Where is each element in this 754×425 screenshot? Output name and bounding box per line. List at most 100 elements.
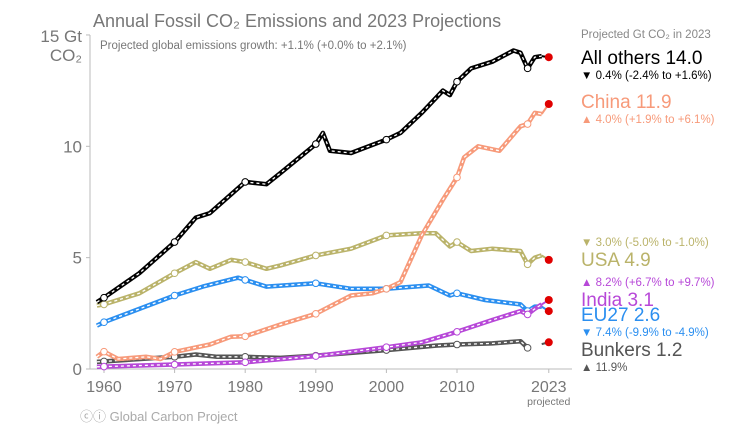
- legend-value: 11.9: [635, 92, 672, 113]
- legend-name: All others: [581, 48, 661, 69]
- decade-marker: [241, 178, 249, 186]
- legend-entry-india: India 3.1: [581, 290, 654, 312]
- decade-marker: [241, 358, 249, 367]
- triangle-down-icon: ▼: [581, 237, 593, 249]
- series-line-dash: [96, 340, 529, 363]
- decade-marker: [241, 332, 249, 341]
- projection-marker: [544, 99, 553, 108]
- decade-marker: [453, 289, 461, 298]
- credit-text: Global Carbon Project: [109, 409, 238, 424]
- decade-marker: [382, 343, 391, 351]
- x-tick-label: 2010: [439, 379, 475, 396]
- legend-name: China: [581, 92, 631, 113]
- y-axis-label-line1: 15 Gt: [40, 27, 82, 46]
- x-tick-label: 1990: [298, 379, 334, 396]
- legend-name: EU27: [581, 305, 629, 326]
- decade-marker: [170, 348, 179, 356]
- x-tick-label: 2023: [531, 379, 567, 396]
- legend-name: India: [581, 290, 623, 311]
- decade-marker: [100, 300, 108, 309]
- decade-marker: [382, 135, 391, 144]
- y-tick-label: 10: [63, 137, 82, 156]
- decade-marker: [100, 347, 108, 356]
- decade-marker: [100, 318, 108, 327]
- series-line-china: [95, 110, 543, 362]
- series-line-eu27: [95, 275, 542, 328]
- legend-value: 14.0: [665, 48, 703, 69]
- triangle-up-icon: ▲: [581, 114, 593, 126]
- legend-change-text: 7.4% (-9.9% to -4.9%): [595, 327, 709, 339]
- x-tick-label: 1960: [86, 379, 122, 396]
- chart-title: Annual Fossil CO₂ Emissions and 2023 Pro…: [93, 11, 502, 31]
- decade-marker: [382, 285, 391, 293]
- decade-marker: [312, 140, 320, 148]
- legend-name: USA: [581, 250, 620, 271]
- x-tick-label: 1970: [157, 379, 193, 396]
- legend-name: Bunkers: [581, 340, 651, 361]
- y-axis-label: 15 Gt CO₂: [20, 27, 82, 65]
- legend-entry-eu27: EU27 2.6: [581, 305, 660, 327]
- legend-entry-usa: USA 4.9: [581, 250, 651, 272]
- series-line-dash: [96, 49, 542, 303]
- legend-change: ▲ 4.0% (+1.9% to +6.1%): [581, 114, 715, 126]
- decade-marker: [312, 309, 320, 318]
- projection-marker: [544, 295, 553, 304]
- decade-marker: [312, 251, 320, 260]
- decade-marker: [100, 293, 108, 302]
- legend-change: ▼ 0.4% (-2.4% to +1.6%): [581, 70, 712, 82]
- credit: ⓒⓘ Global Carbon Project: [80, 409, 238, 424]
- triangle-up-icon: ▲: [581, 277, 593, 289]
- legend-value: 3.1: [627, 290, 654, 311]
- decade-marker: [170, 360, 179, 369]
- legend-title: Projected Gt CO₂ in 2023: [581, 29, 711, 41]
- legend-change: ▼ 7.4% (-9.9% to -4.9%): [581, 327, 709, 339]
- decade-marker: [170, 269, 179, 278]
- decade-marker: [523, 310, 532, 319]
- legend-change-text: 0.4% (-2.4% to +1.6%): [595, 70, 712, 82]
- legend-change: ▼ 3.0% (-5.0% to -1.0%): [581, 237, 709, 249]
- legend-change: ▲ 8.2% (+6.7% to +9.7%): [581, 277, 715, 289]
- triangle-up-icon: ▲: [581, 362, 593, 374]
- decade-marker: [312, 279, 320, 288]
- decade-marker: [453, 238, 461, 246]
- decade-marker: [453, 77, 461, 86]
- legend-value: 4.9: [624, 250, 651, 271]
- legend-change-text: 4.0% (+1.9% to +6.1%): [595, 114, 715, 126]
- legend-change-text: 11.9%: [595, 362, 628, 374]
- series-line-dash: [96, 232, 542, 307]
- triangle-down-icon: ▼: [581, 327, 593, 339]
- series-line-dash: [96, 112, 542, 360]
- legend-change-text: 8.2% (+6.7% to +9.7%): [595, 277, 715, 289]
- x-tick-note: projected: [527, 396, 570, 408]
- legend-value: 2.6: [633, 305, 661, 326]
- legend-entry-china: China 11.9: [581, 92, 672, 114]
- x-tick-label: 1980: [227, 379, 263, 396]
- x-tick-label: 2000: [369, 379, 405, 396]
- legend-value: 1.2: [655, 340, 683, 361]
- decade-marker: [523, 260, 532, 269]
- projection-marker: [544, 338, 553, 347]
- legend-change-text: 3.0% (-5.0% to -1.0%): [595, 237, 709, 249]
- legend-change: ▲ 11.9%: [581, 362, 627, 374]
- decade-marker: [312, 352, 320, 360]
- decade-marker: [523, 120, 532, 128]
- projection-marker: [544, 53, 553, 62]
- decade-marker: [170, 238, 179, 246]
- projection-marker: [544, 307, 553, 316]
- y-tick-label: 5: [73, 249, 82, 268]
- decade-marker: [100, 362, 108, 371]
- decade-marker: [453, 173, 461, 182]
- decade-marker: [170, 291, 179, 300]
- legend-entry-bunkers: Bunkers 1.2: [581, 340, 682, 362]
- triangle-down-icon: ▼: [581, 70, 593, 82]
- decade-marker: [523, 64, 532, 73]
- chart-subtitle: Projected global emissions growth: +1.1%…: [100, 40, 407, 52]
- decade-marker: [382, 231, 391, 240]
- decade-marker: [241, 258, 249, 266]
- decade-marker: [453, 340, 461, 349]
- y-axis-label-line2: CO₂: [49, 46, 82, 65]
- series-line-all-others: [95, 48, 543, 305]
- decade-marker: [241, 276, 249, 284]
